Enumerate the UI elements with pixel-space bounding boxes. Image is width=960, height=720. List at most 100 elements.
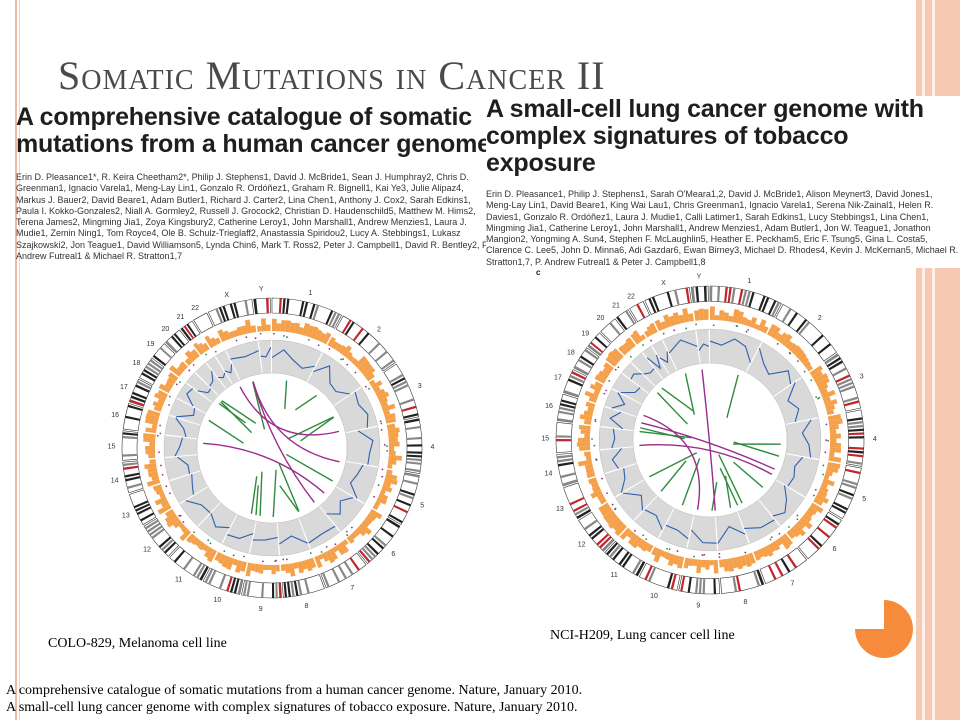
right-label-chr18: 18 (567, 350, 575, 357)
left-label-chr13: 13 (122, 512, 130, 519)
left-intra-link (272, 469, 277, 518)
left-label-chr2: 2 (377, 326, 381, 333)
reference-line-1: A comprehensive catalogue of somatic mut… (6, 683, 583, 698)
left-intra-link (208, 419, 244, 444)
paper-headline-left: A comprehensive catalogue of somatic mut… (16, 103, 491, 158)
caption-left: COLO-829, Melanoma cell line (48, 636, 227, 651)
left-intra-link (220, 401, 253, 434)
right-ideogram-chr7 (759, 547, 808, 584)
paper-header-left: A comprehensive catalogue of somatic mut… (16, 104, 494, 262)
left-label-chr20: 20 (161, 326, 169, 333)
right-label-chr20: 20 (597, 315, 605, 322)
right-intra-link (640, 427, 685, 440)
right-inter-link (639, 444, 773, 476)
right-ideogram-chr2 (775, 304, 837, 362)
left-ideogram-chr1 (271, 297, 342, 329)
left-label-chr5: 5 (420, 503, 424, 510)
left-label-chr11: 11 (175, 577, 182, 584)
left-intra-link (252, 381, 266, 430)
left-ideogram-chr9 (241, 579, 282, 599)
left-label-chr18: 18 (133, 360, 141, 367)
left-label-chr4: 4 (431, 444, 435, 451)
right-inter-link (701, 369, 716, 511)
paper-authors-right: Erin D. Pleasance1, Philip J. Stephens1,… (486, 189, 959, 267)
right-label-chr1: 1 (747, 278, 751, 285)
right-intra-link (726, 374, 739, 418)
left-intra-link (221, 400, 257, 424)
left-label-chr6: 6 (391, 551, 395, 558)
left-label-chr3: 3 (418, 383, 422, 390)
right-label-chr14: 14 (545, 471, 553, 478)
left-inter-link (239, 386, 340, 436)
decorative-pie-icon (855, 600, 913, 658)
right-intra-link (656, 392, 688, 425)
right-label-chr12: 12 (578, 541, 586, 548)
right-label-chr11: 11 (611, 572, 618, 579)
right-label-chr4: 4 (873, 436, 877, 443)
slide-title: Somatic Mutations in Cancer II (58, 53, 606, 98)
left-intra-link (287, 416, 334, 440)
caption-right: NCI-H209, Lung cancer cell line (550, 628, 735, 643)
right-intra-link (681, 458, 701, 506)
right-ideogram-chr21 (616, 309, 637, 331)
left-label-chr9: 9 (259, 606, 263, 613)
left-label-chr14: 14 (111, 478, 119, 485)
right-label-chr10: 10 (650, 593, 658, 600)
paper-authors-left: Erin D. Pleasance1*, R. Keira Cheetham2*… (16, 172, 490, 262)
left-inter-link (203, 442, 325, 494)
left-ideogram-chr22 (193, 312, 214, 334)
left-label-chr7: 7 (350, 585, 354, 592)
right-label-chr5: 5 (862, 496, 866, 503)
left-intra-link (300, 416, 335, 442)
right-label-chr17: 17 (554, 375, 562, 382)
left-label-chr16: 16 (111, 412, 119, 419)
right-intra-link (718, 454, 743, 504)
left-intra-link (278, 463, 300, 512)
left-ideogram-chrY (253, 297, 271, 315)
right-label-chr19: 19 (581, 330, 589, 337)
references: A comprehensive catalogue of somatic mut… (6, 682, 582, 716)
right-label-chr16: 16 (545, 403, 553, 410)
right-ideogram-chr20 (600, 318, 625, 343)
right-label-chrY: Y (697, 274, 702, 281)
right-label-chr2: 2 (818, 315, 822, 322)
left-label-chrX: X (224, 292, 229, 299)
right-intra-link (719, 467, 739, 506)
right-label-chr7: 7 (790, 581, 794, 588)
right-label-chr22: 22 (627, 293, 635, 300)
left-intra-link (285, 453, 333, 482)
left-label-chr12: 12 (143, 547, 151, 554)
right-label-chr21: 21 (612, 303, 620, 310)
paper-headline-right: A small-cell lung cancer genome with com… (486, 95, 924, 177)
left-intra-link (279, 485, 300, 513)
right-label-chrX: X (661, 280, 666, 287)
decorative-left-line (15, 0, 17, 720)
left-inter-link (252, 381, 315, 503)
left-intra-link (259, 471, 263, 516)
left-ideogram-chr5 (387, 472, 420, 525)
left-label-chr10: 10 (214, 597, 222, 604)
left-intra-link (255, 485, 259, 516)
decorative-left-line-thin (19, 0, 20, 720)
right-intra-link (661, 387, 694, 412)
right-label-chr9: 9 (696, 602, 700, 609)
left-inter-link (252, 381, 340, 463)
left-label-chrY: Y (259, 286, 264, 293)
paper-header-right: A small-cell lung cancer genome with com… (486, 95, 960, 269)
right-label-chr15: 15 (541, 435, 549, 442)
right-inter-link (643, 414, 701, 510)
right-label-chr3: 3 (860, 374, 864, 381)
left-label-chr17: 17 (120, 384, 128, 391)
reference-line-2: A small-cell lung cancer genome with com… (6, 700, 578, 715)
right-ideogram-chr8 (720, 569, 765, 594)
left-intra-link (218, 402, 246, 424)
left-label-chr21: 21 (177, 314, 185, 321)
left-label-chr22: 22 (191, 305, 199, 312)
left-intra-link (294, 394, 318, 411)
left-label-chr19: 19 (147, 341, 155, 348)
left-intra-link (250, 476, 258, 514)
left-ideogram-chr16 (122, 402, 144, 432)
right-label-chr8: 8 (743, 599, 747, 606)
